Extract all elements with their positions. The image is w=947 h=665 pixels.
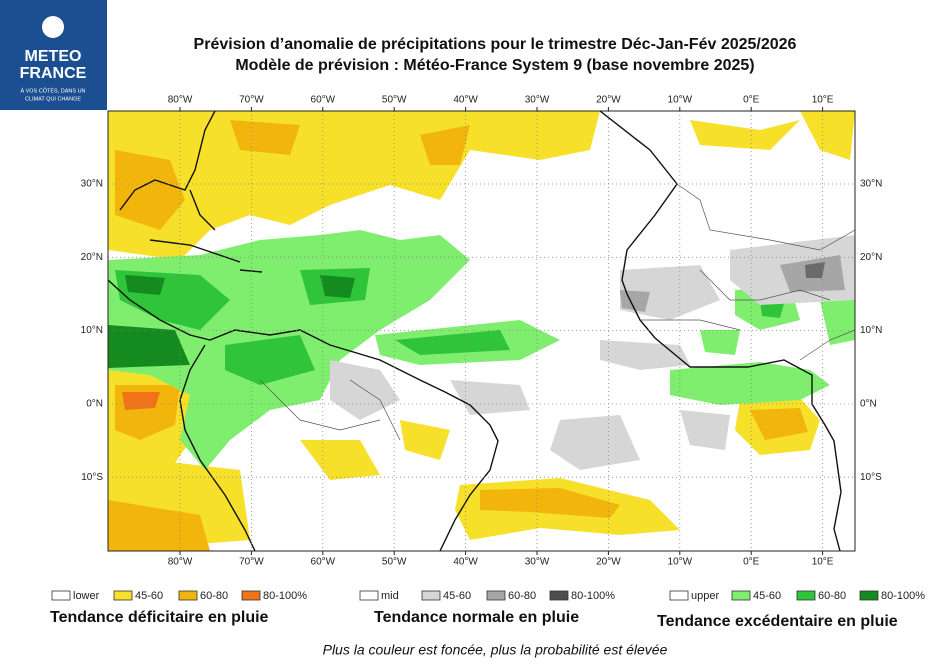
lat-label: 20°N — [860, 252, 882, 263]
coastline — [119, 111, 263, 273]
legend-swatch — [113, 590, 133, 601]
lat-label: 20°N — [81, 252, 103, 263]
logo-tagline: CLIMAT QUI CHANGE — [25, 96, 81, 102]
legend-swatch — [796, 590, 816, 601]
legend-caption: Tendance excédentaire en pluie — [657, 613, 898, 630]
lat-label: 10°N — [860, 325, 882, 336]
lat-label: 0°N — [860, 399, 877, 410]
legend-label: 60-80 — [818, 590, 846, 602]
country-border — [259, 183, 855, 441]
lat-label: 30°N — [860, 179, 882, 190]
lat-label: 10°N — [81, 325, 103, 336]
lon-label: 30°W — [525, 557, 550, 568]
legend-label: lower — [73, 590, 100, 602]
lon-label: 60°W — [311, 95, 336, 106]
map: 80°W 80°W 70°W 70°W 60°W 60°W 50°W 50°W 40°W 40°W… — [81, 95, 883, 568]
normal-area — [620, 255, 845, 312]
legend-swatch — [359, 590, 379, 601]
coastline — [179, 344, 256, 551]
legend-swatch — [669, 590, 689, 601]
lon-label: 30°W — [525, 95, 550, 106]
lon-label: 40°W — [453, 95, 478, 106]
lon-label: 80°W — [168, 95, 193, 106]
legend-label: mid — [381, 590, 399, 602]
legend-label: 45-60 — [135, 590, 163, 602]
lon-label: 60°W — [311, 557, 336, 568]
logo-line1: METEO — [25, 48, 82, 65]
deficit-area — [750, 408, 808, 440]
lat-label: 0°N — [86, 399, 103, 410]
lon-label: 80°W — [168, 557, 193, 568]
lon-label: 20°W — [596, 557, 621, 568]
deficit-area — [480, 488, 620, 518]
normal-area — [805, 262, 825, 278]
lon-label: 40°W — [453, 557, 478, 568]
legend-label: 45-60 — [753, 590, 781, 602]
lon-label: 10°E — [812, 557, 834, 568]
lon-label: 10°W — [668, 557, 693, 568]
lon-label: 20°W — [596, 95, 621, 106]
subtitle: Modèle de prévision : Météo-France Syste… — [235, 57, 754, 74]
lon-label: 0°E — [743, 557, 760, 568]
legend-label: 80-100% — [263, 590, 307, 602]
legend-caption: Tendance normale en pluie — [374, 609, 579, 626]
lat-label: 10°S — [860, 472, 882, 483]
deficit-area — [122, 392, 160, 410]
lon-label: 10°W — [668, 95, 693, 106]
legend-label: 80-100% — [881, 590, 925, 602]
lon-label: 10°E — [812, 95, 834, 106]
legend-swatch — [178, 590, 198, 601]
map-frame — [107, 110, 856, 552]
excess-area — [670, 285, 855, 405]
logo-icon — [42, 16, 64, 38]
lat-label: 30°N — [81, 179, 103, 190]
legend-label: 45-60 — [443, 590, 471, 602]
lon-label: 0°E — [743, 95, 760, 106]
footnote: Plus la couleur est foncée, plus la prob… — [323, 642, 668, 658]
legend-swatch — [241, 590, 261, 601]
legend-label: 60-80 — [200, 590, 228, 602]
excess-area — [108, 275, 355, 368]
legend-swatch — [51, 590, 71, 601]
coastline — [108, 279, 499, 551]
logo-line2: FRANCE — [20, 65, 87, 82]
lon-label: 70°W — [239, 557, 264, 568]
legend-swatch — [731, 590, 751, 601]
coastline — [599, 111, 842, 551]
deficit-area — [108, 111, 600, 260]
legend-label: 60-80 — [508, 590, 536, 602]
deficit-area — [690, 111, 855, 455]
legend-swatch — [549, 590, 569, 601]
legend-swatch — [421, 590, 441, 601]
legend-caption: Tendance déficitaire en pluie — [50, 609, 269, 626]
lon-label: 50°W — [382, 557, 407, 568]
legend-label: 80-100% — [571, 590, 615, 602]
lon-label: 50°W — [382, 95, 407, 106]
deficit-area — [115, 120, 470, 230]
title: Prévision d’anomalie de précipitations p… — [194, 36, 797, 53]
lon-label: 70°W — [239, 95, 264, 106]
normal-area — [330, 235, 855, 470]
legend-swatch — [859, 590, 879, 601]
lat-label: 10°S — [81, 472, 103, 483]
logo-tagline: À VOS CÔTÉS, DANS UN — [20, 87, 85, 94]
deficit-area — [108, 385, 210, 551]
legend-label: upper — [691, 590, 719, 602]
excess-area — [115, 268, 510, 385]
legend-swatch — [486, 590, 506, 601]
